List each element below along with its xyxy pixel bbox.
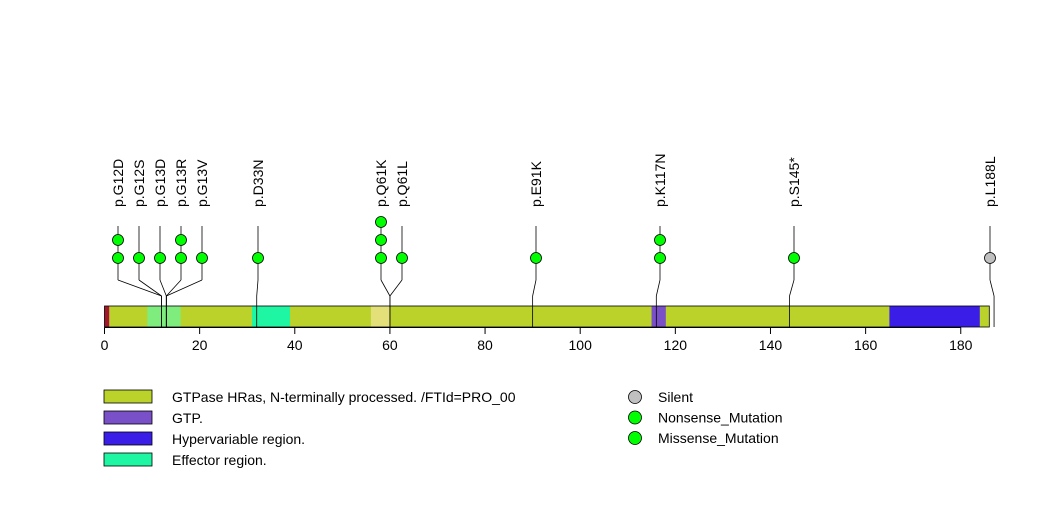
axis-tick-label-20: 20 — [192, 337, 208, 353]
legend-mutation-dot-0 — [628, 390, 642, 404]
legend-mutation-label-0: Silent — [658, 389, 693, 405]
mutation-dot-6-0 — [375, 252, 387, 264]
stem-diag-10 — [789, 279, 795, 297]
mutation-label-8: p.E91K — [528, 160, 544, 207]
axis-tick-label-60: 60 — [382, 337, 398, 353]
mutation-dot-5-0 — [252, 252, 264, 264]
mutation-label-2: p.G13D — [152, 159, 168, 207]
legend-domain-label-3: Effector region. — [172, 452, 267, 468]
stem-diag-2 — [159, 279, 167, 297]
mutation-dot-11-0 — [984, 252, 996, 264]
legend-mutation-dot-1 — [628, 410, 642, 425]
mutation-label-6: p.Q61K — [373, 159, 389, 207]
mutation-dot-2-0 — [154, 252, 166, 264]
legend-domain-label-2: Hypervariable region. — [172, 431, 305, 447]
mutation-dot-6-1 — [375, 234, 387, 246]
mutation-dots — [112, 216, 996, 264]
domain-4 — [370, 306, 390, 327]
stem-diag-6 — [380, 279, 391, 297]
stem-diag-3 — [166, 279, 182, 297]
mutation-dot-9-0 — [654, 252, 666, 264]
mutation-label-1: p.G12S — [131, 160, 147, 207]
legend-mutation-label-1: Nonsense_Mutation — [658, 410, 783, 426]
mutation-dot-10-0 — [788, 252, 800, 264]
mutation-dot-0-0 — [112, 252, 124, 264]
mutation-dot-9-1 — [654, 234, 666, 246]
axis-tick-label-120: 120 — [664, 337, 688, 353]
mutation-dot-3-1 — [175, 234, 187, 246]
legend: GTPase HRas, N-terminally processed. /FT… — [103, 389, 783, 468]
legend-domain-label-0: GTPase HRas, N-terminally processed. /FT… — [172, 389, 516, 405]
legend-domain-swatch-3 — [103, 452, 153, 467]
domain-track — [104, 305, 990, 328]
domain-3 — [251, 306, 291, 327]
stem-diag-1 — [138, 279, 162, 297]
mutation-dot-4-0 — [196, 252, 208, 264]
domain-0 — [109, 306, 990, 327]
stem-diag-9 — [655, 279, 661, 297]
mutation-dot-7-0 — [396, 252, 408, 264]
axis-tick-label-40: 40 — [287, 337, 303, 353]
stem-diag-7 — [389, 279, 403, 297]
stem-diag-8 — [532, 279, 537, 297]
axis-tick-label-0: 0 — [101, 337, 109, 353]
mutation-label-10: p.S145* — [786, 157, 802, 207]
axis-tick-label-100: 100 — [569, 337, 593, 353]
legend-domain-label-1: GTP. — [172, 410, 203, 426]
domain-2 — [147, 306, 181, 327]
legend-domain-swatch-2 — [103, 431, 153, 446]
mutation-labels: p.G12D p.G12S p.G13D p.G13R p.G13V p.D33N p.Q6… — [110, 154, 998, 207]
mutation-label-9: p.K117N — [652, 154, 668, 207]
mutation-label-4: p.G13V — [194, 159, 210, 207]
domain-6 — [889, 306, 980, 327]
x-axis: 0 20 40 60 80 100 120 140 160 180 — [101, 327, 973, 353]
mutation-dot-6-2 — [375, 216, 387, 228]
stem-diag-11 — [989, 279, 995, 297]
domain-5 — [651, 306, 666, 327]
mutation-dot-0-1 — [112, 234, 124, 246]
axis-tick-label-180: 180 — [949, 337, 973, 353]
mutation-dot-3-0 — [175, 252, 187, 264]
stem-diag-0 — [117, 279, 162, 297]
mutation-label-5: p.D33N — [250, 160, 266, 207]
legend-domain-swatch-0 — [103, 389, 153, 404]
mutation-label-3: p.G13R — [173, 159, 189, 207]
axis-tick-label-140: 140 — [759, 337, 783, 353]
stem-diag-5 — [256, 279, 259, 297]
legend-mutation-dot-2 — [628, 431, 642, 445]
mutation-label-7: p.Q61L — [394, 161, 410, 207]
stem-diag-4 — [166, 279, 203, 297]
mutation-label-11: p.L188L — [982, 156, 998, 207]
mutation-label-0: p.G12D — [110, 159, 126, 207]
legend-domain-swatch-1 — [103, 410, 153, 425]
axis-tick-label-80: 80 — [477, 337, 493, 353]
mutation-dot-8-0 — [530, 252, 542, 264]
legend-mutation-label-2: Missense_Mutation — [658, 430, 779, 446]
mutation-dot-1-0 — [133, 252, 145, 264]
axis-tick-label-160: 160 — [854, 337, 878, 353]
domain-1 — [104, 306, 110, 327]
